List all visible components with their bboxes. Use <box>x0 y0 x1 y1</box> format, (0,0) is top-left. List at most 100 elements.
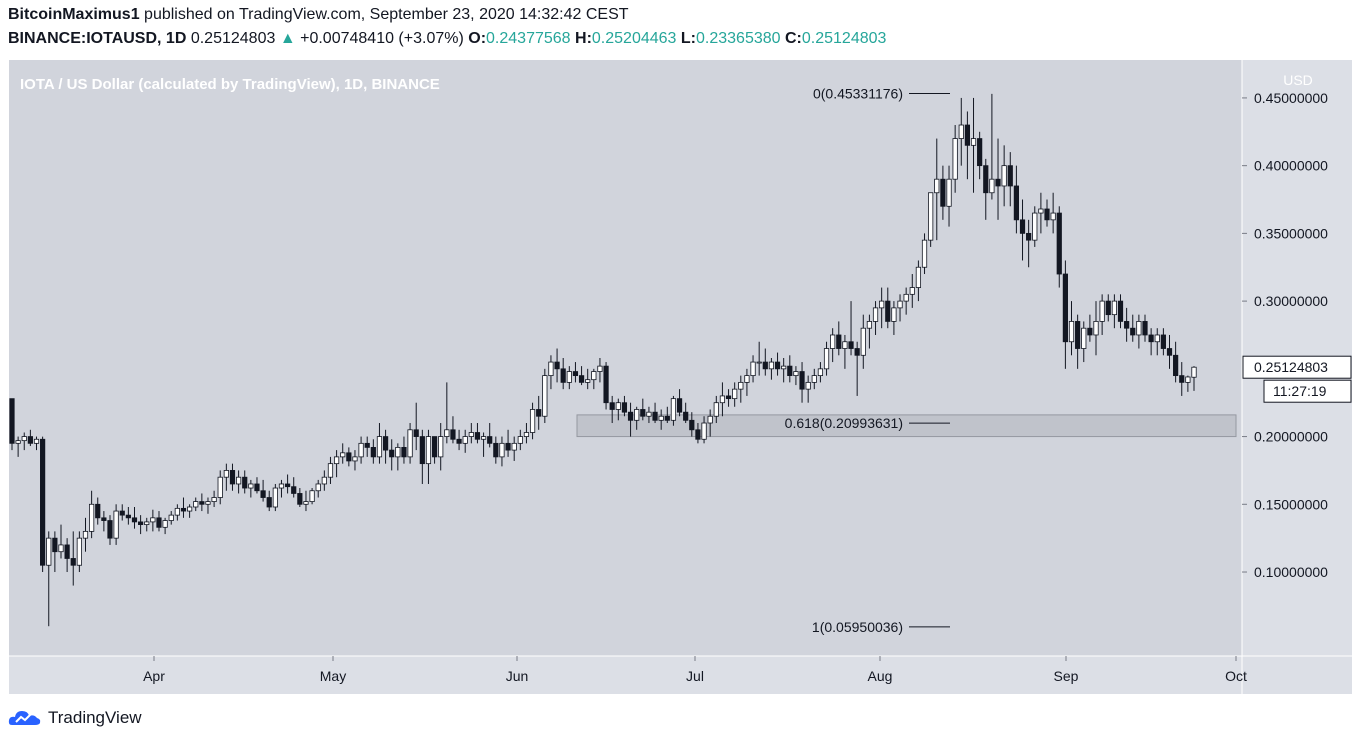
candle-up <box>211 497 217 502</box>
candle-down <box>940 178 946 207</box>
candle-down <box>1075 321 1081 349</box>
candle-up <box>989 178 995 194</box>
candle-down <box>487 436 493 444</box>
candle-up <box>1068 321 1075 343</box>
candle-up <box>76 537 82 566</box>
candle-up <box>1185 376 1191 383</box>
candle-up <box>634 409 640 421</box>
candle-up <box>187 506 193 512</box>
candle-down <box>242 476 248 489</box>
candle-up <box>860 327 866 356</box>
candle-down <box>676 398 683 413</box>
publish-info: BitcoinMaximus1 published on TradingView… <box>8 6 629 24</box>
candle-down <box>131 517 138 523</box>
candle-up <box>480 436 487 440</box>
candle-down <box>560 368 566 383</box>
candle-down <box>52 537 58 553</box>
candle-up <box>928 192 934 241</box>
candle-down <box>1148 334 1154 343</box>
candle-up <box>174 507 180 516</box>
candle-up <box>46 537 52 566</box>
candle-up <box>597 365 603 372</box>
price-tick-label: 0.15000000 <box>1254 496 1328 512</box>
candle-down <box>27 436 33 444</box>
candle-up <box>278 483 285 489</box>
price-tick-label: 0.35000000 <box>1254 225 1328 241</box>
candle-up <box>82 530 89 539</box>
candle-down <box>382 436 389 451</box>
candle-up <box>768 361 775 370</box>
candle-down <box>95 503 101 519</box>
tradingview-brand: TradingView <box>48 708 142 727</box>
candle-down <box>1124 321 1130 329</box>
candle-up <box>909 287 915 295</box>
candle-up <box>1111 300 1117 316</box>
time-axis-pane[interactable] <box>9 656 1352 694</box>
candle-up <box>523 432 530 437</box>
candle-down <box>885 300 891 322</box>
candle-down <box>762 361 768 370</box>
candle-down <box>40 438 46 566</box>
candle-down <box>474 432 481 440</box>
candle-down <box>640 409 646 417</box>
candle-up <box>891 307 897 322</box>
publish-text: published on TradingView.com, September … <box>144 6 629 23</box>
candle-up <box>217 476 223 498</box>
close-value: 0.25124803 <box>801 30 887 47</box>
candle-up <box>1136 321 1142 336</box>
candle-up <box>438 436 444 458</box>
candle-up <box>376 436 383 458</box>
candle-up <box>897 300 903 309</box>
fib-levels: 0(0.45331176) 0.618(0.20993631) 1(0.059500… <box>785 85 950 635</box>
candle-down <box>627 411 634 421</box>
time-tick-label: Oct <box>1225 668 1247 684</box>
candle-down <box>456 438 462 444</box>
fib-level-label: 0(0.45331176) <box>813 85 903 101</box>
candle-up <box>321 476 327 485</box>
price-tick-label: 0.45000000 <box>1254 90 1328 106</box>
time-tick-label: Jul <box>686 668 704 684</box>
candle-down <box>180 507 187 512</box>
price-tick-label: 0.10000000 <box>1254 564 1328 580</box>
candle-down <box>1179 375 1185 383</box>
plot-pane[interactable] <box>9 60 1242 656</box>
candle-up <box>903 293 909 302</box>
candle-down <box>609 402 615 410</box>
candle-down <box>401 446 407 458</box>
high-value: 0.25204463 <box>591 30 677 47</box>
candle-up <box>511 442 517 451</box>
candle-up <box>517 436 523 444</box>
candle-up <box>585 379 591 383</box>
candle-down <box>138 521 144 526</box>
fib-support-zone[interactable] <box>576 414 1237 438</box>
tradingview-logo[interactable]: TradingView <box>8 707 142 729</box>
candle-up <box>872 307 879 322</box>
candle-up <box>732 388 738 400</box>
candle-down <box>977 138 983 167</box>
price-tick-label: 0.20000000 <box>1254 429 1328 445</box>
candle-down <box>9 398 15 444</box>
candle-down <box>370 446 376 458</box>
candle-up <box>352 456 358 462</box>
candle-up <box>879 300 885 309</box>
candle-down <box>1062 273 1068 343</box>
candle-up <box>830 334 836 349</box>
candle-up <box>934 178 940 194</box>
candle-down <box>101 517 107 521</box>
candle-up <box>395 446 401 458</box>
candle-up <box>309 490 315 502</box>
candle-down <box>572 371 579 377</box>
time-tick-label: May <box>320 668 346 684</box>
candle-down <box>621 402 628 413</box>
candle-up <box>468 432 474 437</box>
author-name[interactable]: BitcoinMaximus1 <box>8 6 140 23</box>
candle-down <box>156 517 162 528</box>
candle-down <box>254 483 260 492</box>
candle-up <box>548 361 554 377</box>
candle-down <box>964 124 971 146</box>
candle-up <box>248 483 254 489</box>
candle-up <box>811 375 817 383</box>
time-axis-ticks: Apr May Jun Jul Aug Sep Oct <box>143 656 1247 684</box>
candle-up <box>407 429 413 458</box>
